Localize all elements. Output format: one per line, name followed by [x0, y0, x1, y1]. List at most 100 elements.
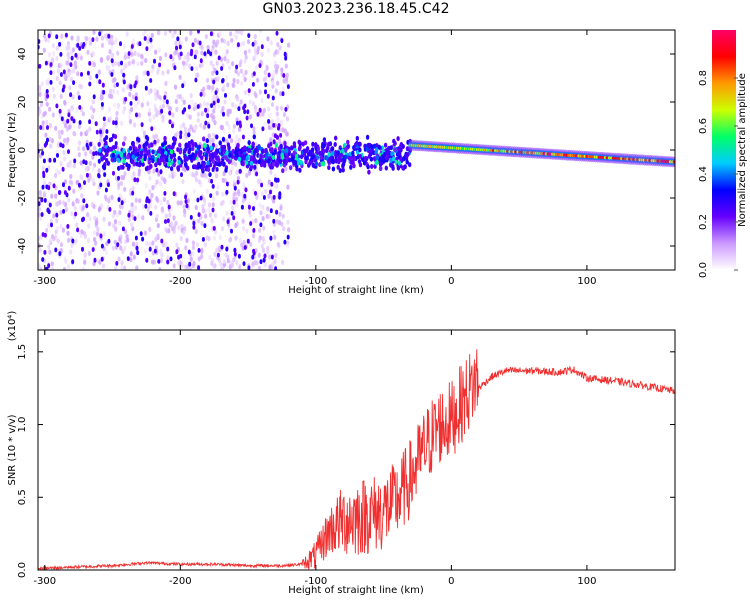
spectrogram-cell — [184, 146, 188, 152]
spectrogram-cell — [284, 166, 288, 172]
spectrogram-cell — [64, 32, 68, 38]
spectrogram-cell — [180, 172, 183, 178]
spectrogram-cell — [336, 164, 340, 170]
spectrogram-cell — [257, 237, 261, 243]
spectrogram-cell — [166, 259, 170, 265]
spectrogram-cell — [274, 88, 278, 94]
spectrogram-cell — [243, 76, 247, 82]
spectrogram-cell — [167, 144, 172, 150]
spectrogram-cell — [272, 139, 276, 145]
spectrogram-cell — [91, 247, 95, 252]
spectrogram-cell — [109, 53, 113, 60]
spectrogram-cell — [198, 63, 202, 69]
spectrogram-cell — [228, 65, 232, 71]
spectrogram-cell — [190, 66, 194, 71]
spectrogram-cell — [221, 105, 225, 112]
spectrogram-cell — [143, 230, 147, 236]
spectrogram-cell — [263, 121, 267, 127]
spectrogram-cell — [99, 129, 102, 135]
spectrogram-cell — [280, 67, 284, 73]
spectrogram-cell — [95, 129, 99, 135]
spectrogram-cell — [233, 191, 237, 197]
spectrogram-cell — [173, 171, 177, 178]
spectrogram-cell — [233, 247, 237, 253]
spectrogram-cell — [43, 110, 47, 116]
spectrogram-cell — [217, 157, 221, 163]
spectrogram-cell — [206, 160, 210, 166]
spectrogram-cell — [139, 53, 144, 59]
spectrogram-cell — [225, 210, 229, 216]
spectrogram-cell — [70, 116, 74, 121]
spectrogram-cell — [274, 143, 279, 148]
spectrogram-cell — [131, 154, 135, 160]
spectrogram-cell — [237, 189, 241, 195]
spectrogram-cell — [137, 112, 142, 118]
spectrogram-cell — [43, 250, 47, 255]
spectrogram-cell — [112, 120, 116, 125]
spectrogram-cell — [125, 234, 129, 240]
spectrogram-cell — [122, 43, 127, 49]
spectrogram-cell — [243, 89, 248, 96]
spectrogram-cell — [109, 88, 113, 94]
spectrogram-cell — [256, 178, 261, 185]
spectrogram-cell — [215, 70, 219, 76]
spectrogram-cell — [206, 84, 210, 90]
spectrogram-cell — [67, 185, 71, 191]
spectrogram-cell — [284, 107, 288, 112]
spectrogram-cell — [111, 245, 115, 251]
spectrogram-cell — [189, 124, 193, 130]
spectrogram-cell — [159, 181, 163, 187]
spectrogram-cell — [252, 157, 257, 163]
spectrogram-cell — [177, 260, 181, 266]
spectrogram-cell — [134, 235, 138, 241]
spectrogram-cell — [261, 111, 265, 117]
spectrogram-cell — [62, 200, 66, 206]
spectrogram-cell — [285, 72, 289, 78]
spectrogram-cell — [148, 242, 152, 248]
spectrogram-cell — [194, 77, 198, 83]
spectrogram-cell — [146, 70, 150, 76]
spectrogram-cell — [343, 142, 347, 148]
spectrogram-cell — [172, 191, 176, 197]
spectrogram-cell — [208, 162, 213, 168]
spectrogram-cell — [264, 89, 267, 95]
spectrogram-cell — [199, 122, 203, 128]
spectrogram-cell — [85, 172, 89, 178]
spectrogram-cell — [161, 103, 165, 109]
spectrogram-cell — [245, 115, 249, 121]
spectrogram-cell — [75, 222, 79, 228]
spectrogram-cell — [51, 86, 55, 92]
spectrogram-ytick-label: 20 — [17, 96, 28, 109]
spectrogram-cell — [177, 254, 181, 260]
spectrogram-cell — [102, 89, 106, 95]
spectrogram-cell — [367, 169, 371, 175]
spectrogram-cell — [327, 159, 331, 164]
spectrogram-cell — [43, 232, 47, 238]
spectrogram-cell — [204, 213, 208, 219]
spectrogram-cell — [100, 42, 105, 48]
spectrogram-cell — [226, 40, 230, 47]
spectrogram-cell — [51, 57, 55, 64]
spectrogram-cell — [241, 134, 245, 140]
spectrogram-cell — [58, 41, 62, 47]
spectrogram-cell — [148, 107, 152, 113]
spectrogram-cell — [100, 243, 104, 249]
spectrogram-cell — [184, 61, 188, 67]
spectrogram-cell — [129, 257, 133, 263]
spectrogram-cell — [70, 106, 74, 112]
spectrogram-cell — [47, 77, 51, 84]
spectrogram-cell — [150, 126, 154, 131]
spectrogram-cell — [246, 238, 250, 244]
spectrogram-cell — [91, 51, 95, 57]
spectrogram-cell — [298, 167, 302, 173]
spectrogram-cell — [236, 96, 240, 102]
spectrogram-cell — [134, 197, 138, 203]
spectrogram-cell — [176, 36, 180, 42]
spectrogram-cell — [44, 132, 48, 138]
spectrogram-cell — [143, 248, 147, 255]
spectrogram-cell — [88, 216, 92, 222]
spectrogram-cell — [242, 182, 246, 188]
spectrogram-cell — [287, 42, 291, 48]
spectrogram-ytick-label: 40 — [17, 48, 28, 61]
spectrogram-cell — [148, 117, 152, 123]
